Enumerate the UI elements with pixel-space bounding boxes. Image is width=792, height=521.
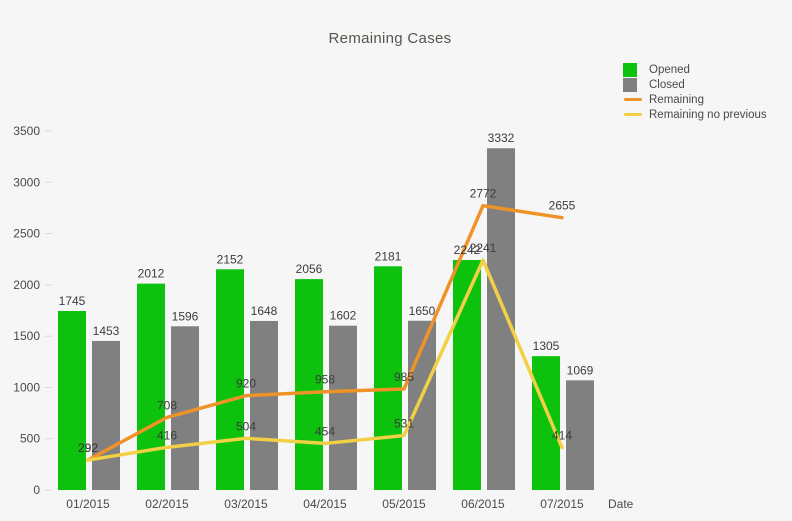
bar-opened-01/2015: [58, 311, 86, 490]
legend-item-remaining-no-previous[interactable]: Remaining no previous: [622, 107, 767, 122]
y-tick-label: 2500: [13, 227, 40, 241]
bar-opened-03/2015: [216, 269, 244, 490]
line-value-label: 292: [78, 441, 98, 455]
bar-value-label: 2012: [138, 267, 165, 281]
bar-value-label: 2056: [296, 262, 323, 276]
bar-closed-04/2015: [329, 325, 357, 490]
y-tick-label: 1500: [13, 329, 40, 343]
line-value-label: 414: [552, 429, 572, 443]
bar-value-label: 2242: [454, 243, 481, 257]
x-tick-label: 03/2015: [224, 497, 268, 511]
line-value-label: 2655: [549, 199, 576, 213]
bar-value-label: 2152: [217, 252, 244, 266]
bar-value-label: 1745: [59, 294, 86, 308]
line-value-label: 958: [315, 373, 335, 387]
bar-value-label: 1305: [533, 339, 560, 353]
line-value-label: 416: [157, 428, 177, 442]
line-remaining: [86, 203, 564, 462]
legend-item-remaining[interactable]: Remaining: [622, 92, 767, 107]
bar-value-label: 3332: [488, 131, 515, 145]
x-tick-label: 05/2015: [382, 497, 426, 511]
x-tick-label: 06/2015: [461, 497, 505, 511]
y-tick-label: 500: [20, 432, 40, 446]
bar-opened-05/2015: [374, 266, 402, 490]
x-tick-label: 01/2015: [66, 497, 110, 511]
remaining-swatch: [624, 97, 642, 102]
line-value-label: 292: [78, 441, 98, 455]
bar-value-label: 1069: [567, 363, 594, 377]
chart-title: Remaining Cases: [328, 30, 452, 47]
line-value-label: 2772: [470, 187, 497, 201]
bar-opened-07/2015: [532, 356, 560, 490]
line-value-label: 454: [315, 424, 335, 438]
bar-closed-07/2015: [566, 380, 594, 490]
line-value-label: 531: [394, 417, 414, 431]
bar-opened-04/2015: [295, 279, 323, 490]
x-tick-label: 02/2015: [145, 497, 189, 511]
line-value-label: 2241: [470, 241, 497, 255]
bar-value-label: 1596: [172, 309, 199, 323]
legend-label-remaining-no-previous: Remaining no previous: [649, 108, 767, 121]
bar-opened-02/2015: [137, 283, 165, 490]
x-axis-title: Date: [608, 497, 634, 511]
line-remaining-no-previous: [86, 258, 564, 462]
x-tick-label: 04/2015: [303, 497, 347, 511]
bar-value-label: 2181: [375, 249, 402, 263]
bar-value-label: 1650: [409, 304, 436, 318]
line-value-label: 504: [236, 419, 256, 433]
closed-swatch: [623, 77, 637, 92]
bar-value-label: 1453: [93, 324, 120, 338]
line-value-label: 708: [157, 398, 177, 412]
line-value-label: 985: [394, 370, 414, 384]
legend-item-closed[interactable]: Closed: [622, 77, 767, 92]
y-tick-label: 0: [33, 483, 40, 497]
x-tick-label: 07/2015: [540, 497, 584, 511]
bar-value-label: 1648: [251, 304, 278, 318]
legend-item-opened[interactable]: Opened: [622, 62, 767, 77]
y-tick-label: 3000: [13, 175, 40, 189]
legend-label-remaining: Remaining: [649, 93, 704, 106]
legend-label-opened: Opened: [649, 63, 690, 76]
y-tick-label: 2000: [13, 278, 40, 292]
y-tick-label: 3500: [13, 124, 40, 138]
y-tick-label: 1000: [13, 380, 40, 394]
bar-closed-01/2015: [92, 340, 120, 490]
legend-label-closed: Closed: [649, 78, 685, 91]
legend: Opened Closed Remaining Remaining no pre…: [622, 62, 767, 122]
line-value-label: 920: [236, 377, 256, 391]
opened-swatch: [623, 62, 637, 77]
remaining-no-previous-swatch: [624, 112, 642, 117]
bar-closed-06/2015: [487, 148, 515, 490]
bar-value-label: 1602: [330, 309, 357, 323]
bar-closed-03/2015: [250, 320, 278, 490]
